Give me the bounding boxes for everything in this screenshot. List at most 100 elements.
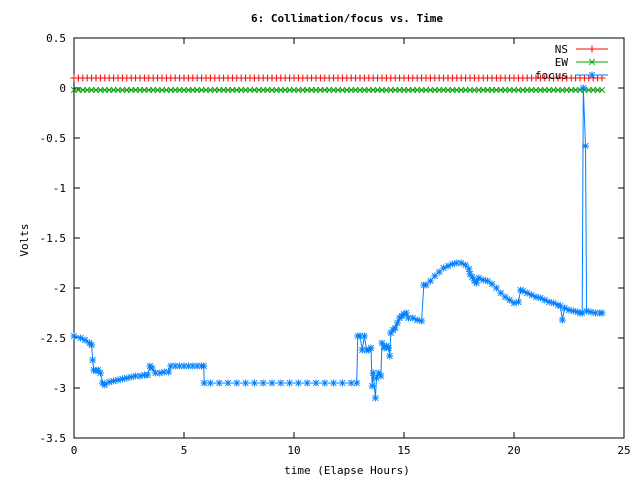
data-point-focus-stroke	[200, 362, 207, 370]
data-point-focus-stroke	[216, 379, 223, 387]
data-point-focus	[330, 379, 338, 387]
y-tick-label: -2.5	[40, 332, 67, 345]
data-point-focus-stroke	[89, 356, 96, 364]
data-point-focus-stroke	[502, 293, 509, 301]
series-ns	[70, 74, 606, 82]
data-point-focus	[165, 368, 173, 376]
data-point-focus-stroke	[339, 379, 346, 387]
x-tick-label: 20	[507, 444, 520, 457]
data-point-focus	[200, 362, 208, 370]
data-point-focus-stroke	[580, 84, 587, 92]
data-point-focus	[448, 260, 456, 268]
x-tick-label: 10	[287, 444, 300, 457]
data-point-focus-stroke	[427, 277, 434, 285]
series-focus	[70, 84, 606, 402]
x-tick-label: 25	[617, 444, 630, 457]
data-point-focus-stroke	[251, 379, 258, 387]
data-point-focus-stroke	[81, 336, 89, 344]
data-point-focus-stroke	[372, 394, 379, 402]
x-tick-label: 0	[71, 444, 78, 457]
data-point-focus	[598, 309, 606, 317]
data-point-focus-stroke	[353, 379, 360, 387]
data-point-focus	[303, 379, 311, 387]
data-point-focus-stroke	[95, 366, 102, 374]
data-point-focus-stroke	[561, 304, 568, 312]
data-point-focus	[200, 379, 208, 387]
y-tick-label: 0.5	[46, 32, 66, 45]
data-point-focus-stroke	[386, 352, 393, 360]
y-tick-label: -1.5	[40, 232, 67, 245]
data-point-focus-stroke	[361, 332, 368, 340]
data-point-focus	[259, 379, 267, 387]
data-point-focus-stroke	[488, 280, 496, 288]
legend-entry-ew: EW	[555, 56, 608, 69]
data-point-focus-stroke	[515, 298, 522, 306]
data-point-focus	[492, 284, 500, 292]
data-point-focus-stroke	[475, 274, 482, 282]
data-point-focus-stroke	[106, 378, 113, 386]
data-point-focus	[558, 316, 566, 324]
data-point-focus	[523, 289, 531, 297]
data-point-focus-stroke	[582, 142, 589, 150]
data-point-focus-stroke	[114, 376, 122, 384]
y-tick-label: -2	[53, 282, 66, 295]
data-point-focus-stroke	[537, 294, 544, 302]
data-point-focus	[250, 379, 258, 387]
x-tick-label: 5	[181, 444, 188, 457]
x-tick-label: 15	[397, 444, 410, 457]
data-point-focus-stroke	[207, 379, 214, 387]
data-point-focus-stroke	[368, 382, 376, 390]
y-tick-label: -3	[53, 382, 66, 395]
data-point-focus-stroke	[128, 373, 135, 381]
data-point-focus	[378, 339, 386, 347]
data-point-focus	[294, 379, 302, 387]
data-point-focus-stroke	[506, 296, 513, 304]
data-point-focus-stroke	[466, 270, 474, 278]
data-point-focus-stroke	[101, 381, 108, 389]
data-point-focus-stroke	[97, 369, 104, 377]
data-point-focus-stroke	[88, 341, 95, 349]
data-point-focus	[462, 261, 470, 269]
data-point-focus	[144, 371, 152, 379]
data-point-focus-stroke	[541, 296, 548, 304]
data-point-focus	[242, 379, 250, 387]
data-point-focus	[484, 277, 492, 285]
data-point-focus-stroke	[465, 265, 473, 273]
data-point-focus-stroke	[519, 287, 526, 295]
legend-label-ew: EW	[555, 56, 569, 69]
data-point-focus-stroke	[295, 379, 302, 387]
legend-marker-ew-stroke	[588, 58, 596, 66]
data-point-focus-stroke	[312, 379, 320, 387]
legend-label-focus: focus	[535, 69, 568, 82]
data-point-focus	[88, 341, 96, 349]
data-point-focus-stroke	[233, 379, 240, 387]
data-point-focus	[277, 379, 285, 387]
data-point-focus-stroke	[375, 369, 382, 377]
data-point-focus	[233, 379, 241, 387]
legend-marker-ew	[588, 58, 596, 66]
data-point-focus-stroke	[123, 374, 130, 382]
data-point-focus	[89, 356, 97, 364]
data-point-focus	[426, 277, 434, 285]
data-point-focus-stroke	[497, 289, 504, 297]
data-point-focus-stroke	[557, 302, 564, 310]
data-point-focus	[347, 379, 355, 387]
data-point-focus-stroke	[348, 379, 355, 387]
chart-title: 6: Collimation/focus vs. Time	[251, 12, 443, 25]
data-point-focus-stroke	[559, 316, 566, 324]
data-point-focus-stroke	[550, 299, 557, 307]
data-point-focus-stroke	[201, 379, 208, 387]
data-point-ew	[598, 86, 606, 94]
data-point-focus-stroke	[156, 369, 163, 377]
data-point-focus	[148, 364, 156, 372]
y-axis-label: Volts	[18, 223, 31, 256]
data-point-focus	[514, 298, 522, 306]
data-point-focus	[360, 332, 368, 340]
data-point-focus	[268, 379, 276, 387]
data-point-focus	[506, 296, 514, 304]
data-point-focus-stroke	[119, 375, 126, 383]
data-point-focus	[501, 293, 509, 301]
data-point-focus-stroke	[224, 379, 232, 387]
data-point-focus-stroke	[268, 379, 276, 387]
data-point-focus-stroke	[484, 277, 491, 285]
